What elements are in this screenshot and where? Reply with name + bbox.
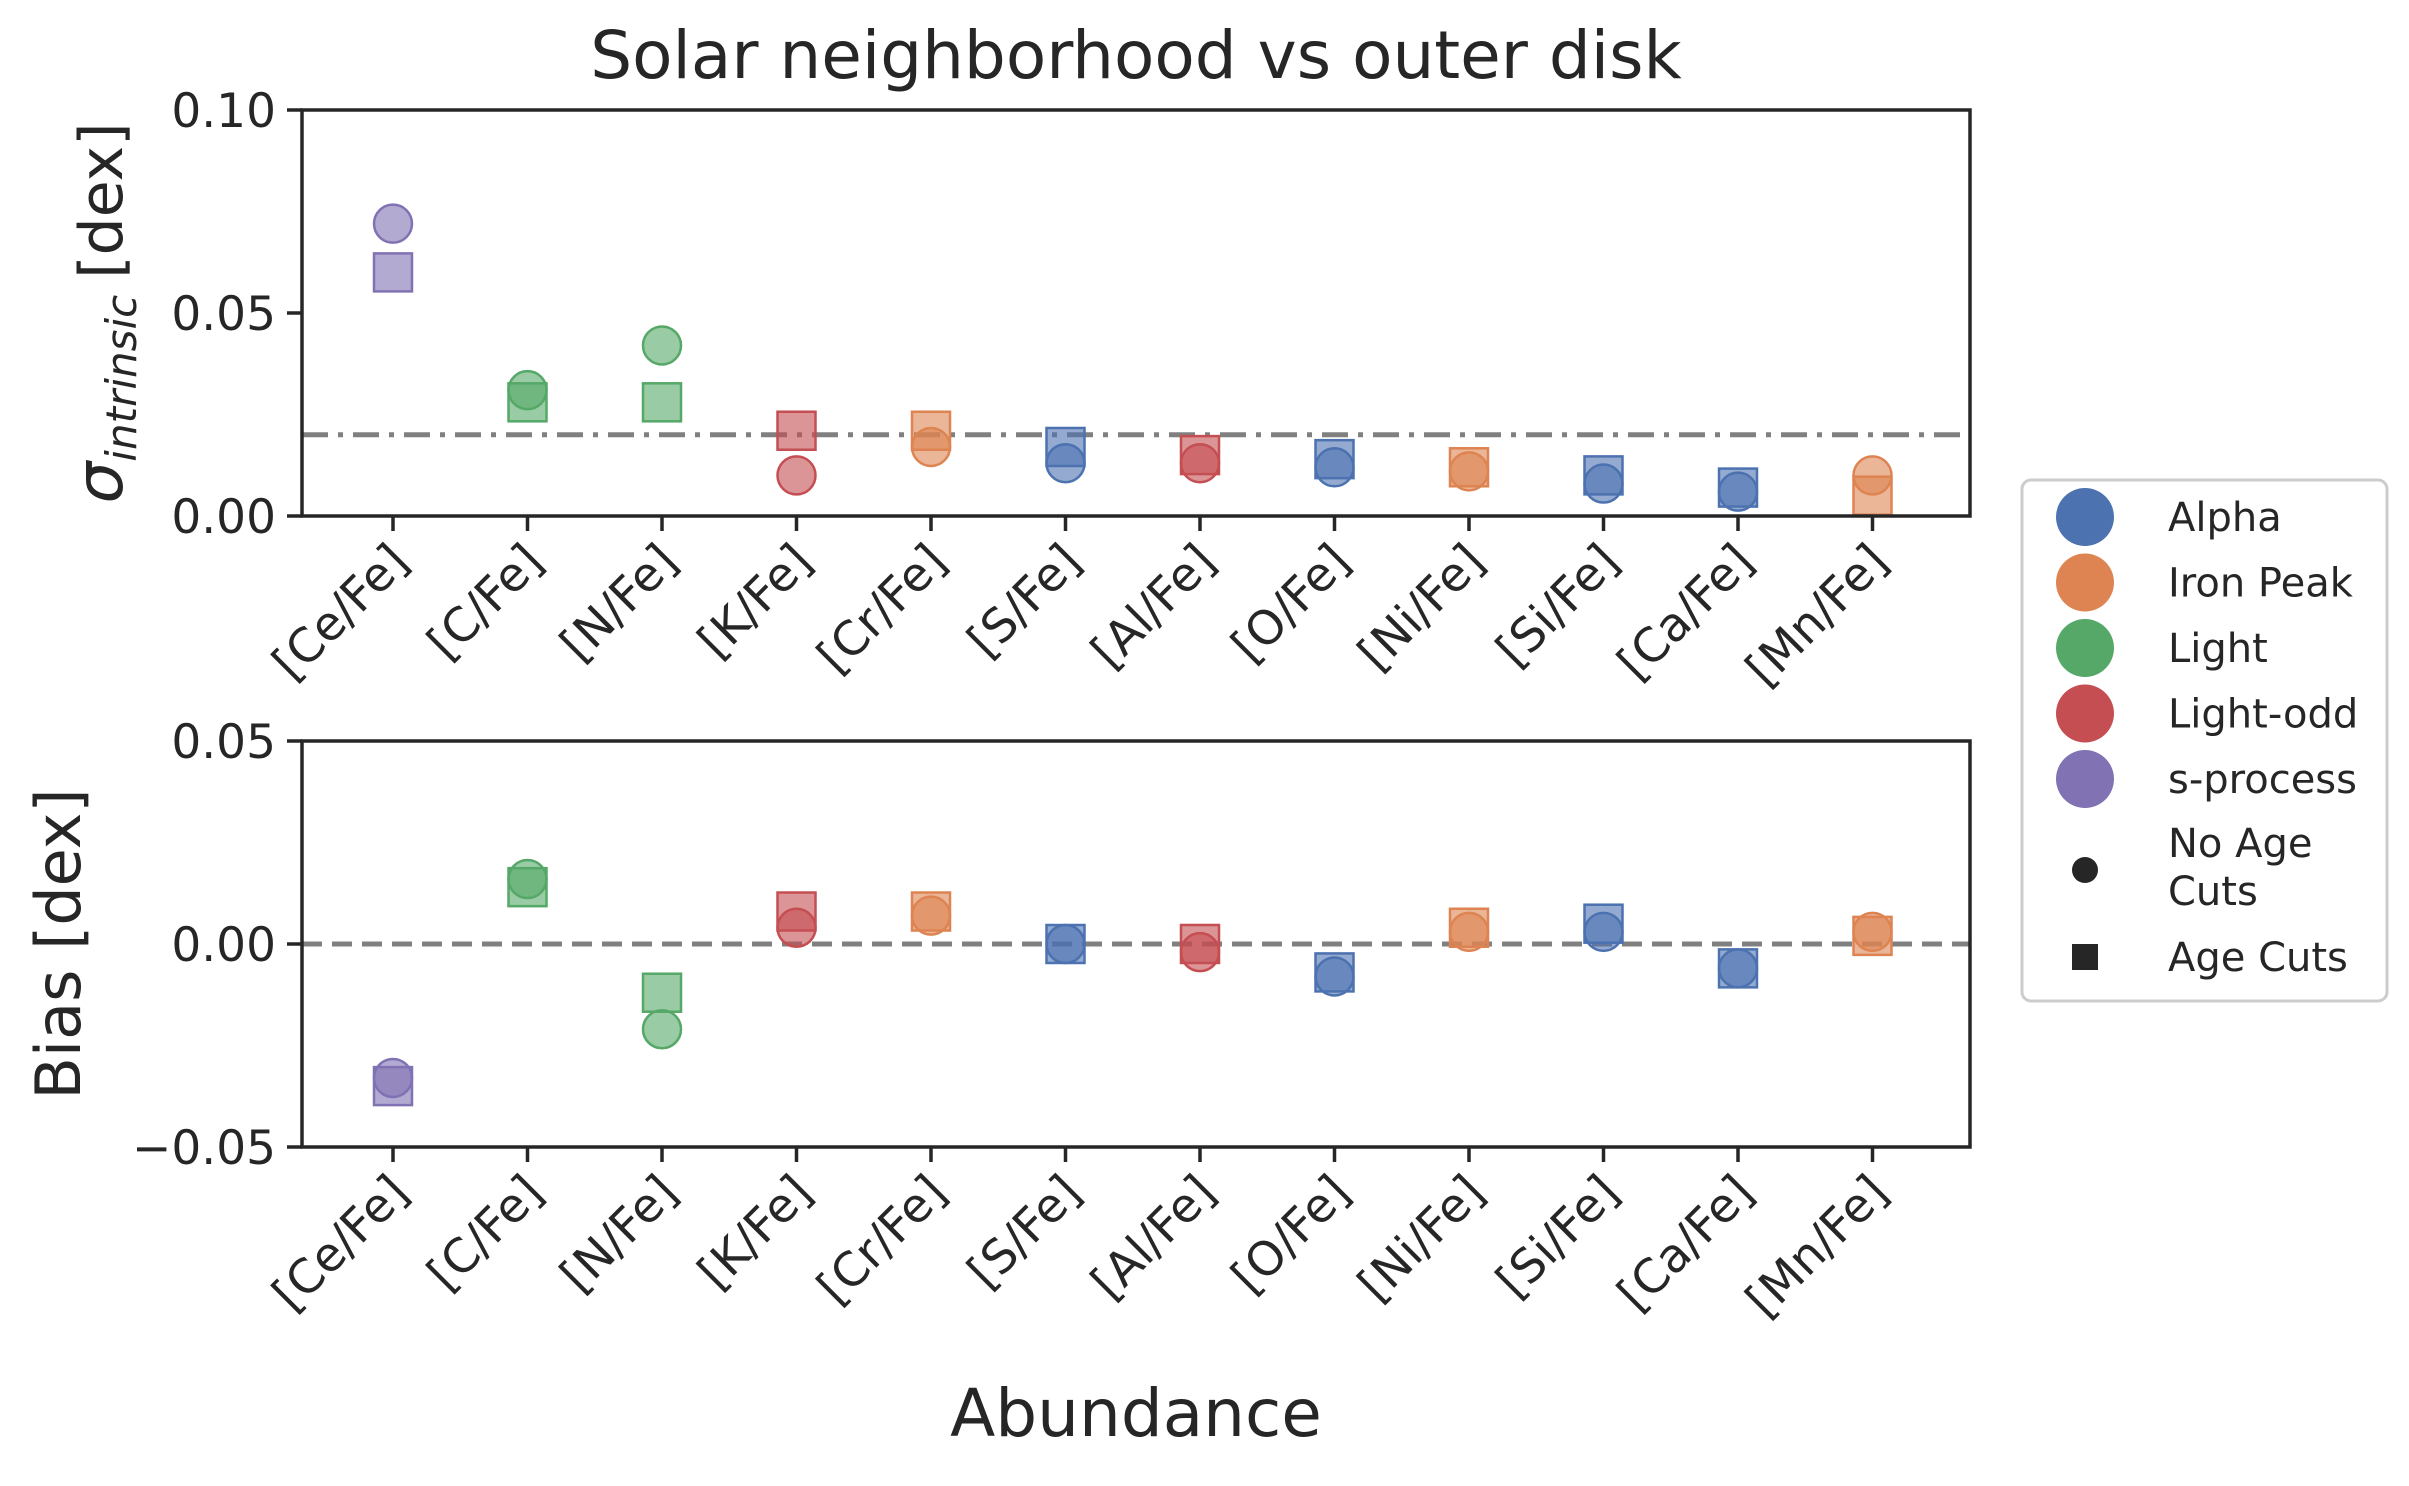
legend-label: Iron Peak [2168,561,2354,607]
marker-square-cfe [507,382,548,423]
x-axis-label: Abundance [950,1375,1322,1452]
marker-circle-nfe [641,325,683,366]
x-tick-label: [Ca/Fe] [1607,1165,1764,1322]
y-label-sigma: σ [61,460,138,504]
legend-swatch-light [2056,619,2114,677]
marker-square-nife [1448,447,1490,488]
marker-square-kfe [776,410,817,451]
legend-label: Alpha [2168,495,2282,541]
marker-square-alfe [1179,434,1221,476]
x-tick-label: [Cr/Fe] [807,1165,958,1316]
x-tick-label: [Ca/Fe] [1607,534,1764,691]
x-tick-label: [Mn/Fe] [1735,1165,1899,1329]
marker-square-nife [1448,907,1490,949]
marker-square-cafe [1717,948,1759,989]
marker-circle-cefe [372,203,414,244]
marker-square-kfe [776,891,817,932]
x-tick-label: [N/Fe] [550,534,689,673]
x-tick-label: [Al/Fe] [1081,1165,1227,1311]
marker-square-cfe [507,866,548,908]
y-label-subscript: intrinsic [97,295,146,462]
x-tick-label: [O/Fe] [1221,534,1361,674]
x-tick-label: [Ce/Fe] [262,534,419,691]
y-tick-label: 0.10 [171,84,276,139]
legend: Alpha Iron Peak Light Light-odd s-process No … [2020,478,2389,1003]
y-tick-label: 0.05 [171,287,276,342]
marker-square-mnfe [1852,915,1893,957]
x-tick-label: [Ni/Fe] [1348,1165,1496,1313]
x-tick-label: [C/Fe] [417,534,554,671]
chart-title: Solar neighborhood vs outer disk [590,17,1682,94]
marker-square-ofe [1314,952,1355,993]
marker-square-mnfe [1852,475,1893,516]
x-tick-label: [K/Fe] [687,534,823,670]
x-tick-label: [Al/Fe] [1081,534,1227,680]
axes-frame [300,108,1972,518]
legend-swatch-alpha [2056,488,2114,546]
x-tick-label: [S/Fe] [957,1165,1092,1300]
legend-swatch-s-process [2056,750,2114,808]
marker-square-crfe [910,410,952,451]
marker-square-cafe [1717,467,1759,508]
legend-label: s-process [2168,757,2357,803]
legend-label-line: Cuts [2168,869,2258,915]
marker-circle-nfe [641,1009,683,1050]
y-tick-label: 0.00 [171,490,276,545]
x-tick-label: [Si/Fe] [1486,534,1630,678]
marker-square-sfe [1045,426,1086,468]
panel-2: −0.050.000.05[Ce/Fe][C/Fe][N/Fe][K/Fe][C… [132,715,1972,1329]
marker-square-sife [1583,455,1624,496]
legend-box [2020,478,2389,1003]
x-tick-label: [Mn/Fe] [1735,534,1899,698]
marker-square-nfe [641,972,683,1013]
legend-label: Light-odd [2168,692,2358,738]
x-tick-label: [Si/Fe] [1486,1165,1630,1309]
marker-square-sfe [1045,923,1086,965]
marker-square-sife [1583,903,1624,944]
x-tick-label: [K/Fe] [687,1165,823,1301]
legend-marker-square [2072,944,2098,970]
legend-marker-circle [2072,857,2098,883]
legend-label-line: No Age [2168,821,2312,867]
legend-swatch-iron-peak [2056,553,2114,612]
x-tick-label: [S/Fe] [957,534,1092,669]
panel-1: 0.00 0.05 0.10 [Ce/Fe][C/Fe][N/Fe][K/Fe][Cr… [171,84,1972,698]
y-tick-label: −0.05 [132,1121,276,1176]
x-tick-label: [Ce/Fe] [262,1165,419,1322]
marker-circle-kfe [776,455,817,496]
x-tick-label: [Ni/Fe] [1348,534,1496,682]
x-tick-label: [C/Fe] [417,1165,554,1302]
marker-square-crfe [910,891,952,932]
y-axis-label-bottom: Bias [dex] [22,788,95,1099]
y-axis-label-top: σintrinsic [dex] [61,122,146,503]
marker-square-alfe [1179,923,1221,965]
marker-square-nfe [641,382,683,423]
x-tick-label: [O/Fe] [1221,1165,1361,1305]
x-tick-label: [N/Fe] [550,1165,689,1304]
y-tick-label: 0.05 [171,715,276,770]
legend-swatch-light-odd [2056,684,2114,743]
x-tick-label: [Cr/Fe] [807,534,958,685]
marker-square-cefe [372,1065,414,1107]
y-tick-label: 0.00 [171,918,276,973]
marker-square-ofe [1314,438,1355,480]
legend-label: Age Cuts [2168,935,2348,981]
marker-square-cefe [372,252,414,293]
y-label-unit: [dex] [67,122,137,278]
legend-label: Light [2168,626,2268,672]
